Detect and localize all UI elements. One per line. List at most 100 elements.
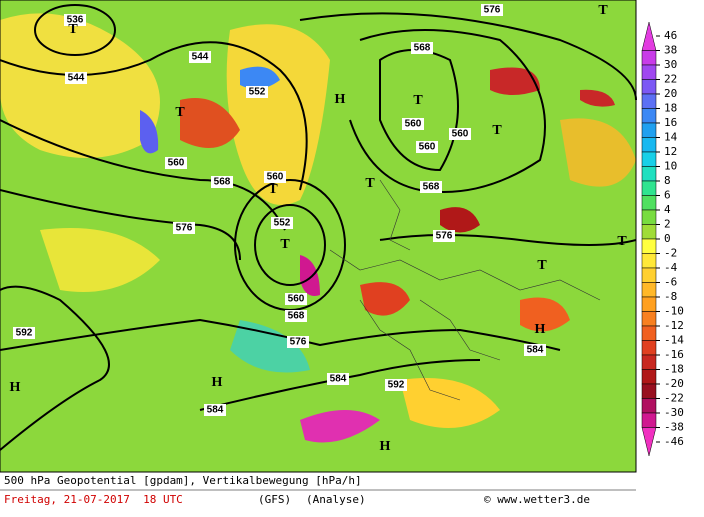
pressure-center: T — [413, 93, 423, 108]
pressure-center: T — [598, 3, 608, 18]
colorbar-label: -8 — [664, 290, 677, 303]
contour-label-bg — [64, 14, 86, 26]
colorbar-segment — [641, 224, 657, 240]
footer-date: Freitag, 21-07-2017 18 UTC — [4, 493, 183, 506]
contours — [0, 4, 637, 451]
contour-label-bg — [416, 141, 438, 153]
colorbar-label: 12 — [664, 145, 677, 158]
contour-label: 592 — [388, 380, 405, 391]
contour-label-bg — [13, 327, 35, 339]
contour-label: 584 — [207, 405, 224, 416]
colorbar-segment — [641, 122, 657, 138]
contour-label-bg — [173, 222, 195, 234]
colorbar-label: -16 — [664, 348, 684, 361]
contour-label-bg — [385, 379, 407, 391]
contour-label-bg — [481, 4, 503, 16]
contour-label: 544 — [192, 52, 209, 63]
contour-label-bg — [271, 217, 293, 229]
colorbar-segment — [641, 238, 657, 254]
contour-label: 552 — [249, 87, 266, 98]
colorbar-segment — [641, 50, 657, 66]
footer-copyright: © www.wetter3.de — [484, 493, 590, 506]
contour-label: 560 — [168, 158, 185, 169]
pressure-center: H — [335, 92, 346, 107]
contour-label-bg — [420, 181, 442, 193]
colorbar-segment — [641, 383, 657, 399]
contour-label-bg — [246, 86, 268, 98]
contour-label-bg — [285, 310, 307, 322]
colorbar-segment — [641, 282, 657, 298]
contour-label: 568 — [423, 182, 440, 193]
pressure-center: T — [537, 258, 547, 273]
colorbar-label: -38 — [664, 421, 684, 434]
colorbar-segment — [641, 137, 657, 153]
colorbar-segment — [641, 209, 657, 225]
pressure-center: H — [212, 375, 223, 390]
contour-label: 568 — [414, 43, 431, 54]
pressure-center: T — [280, 237, 290, 252]
colorbar-label: -18 — [664, 363, 684, 376]
colorbar-label: 22 — [664, 73, 677, 86]
colorbar-label: -6 — [664, 276, 677, 289]
pressure-center: T — [617, 234, 627, 249]
colorbar-label: 18 — [664, 102, 677, 115]
colorbar-label: 20 — [664, 87, 677, 100]
colorbar-segment — [641, 79, 657, 95]
colorbar-label: 0 — [664, 232, 671, 245]
contour-label-bg — [65, 72, 87, 84]
contour-label-bg — [327, 373, 349, 385]
contour-label: 560 — [405, 119, 422, 130]
colorbar-segment — [641, 412, 657, 428]
contour-label-bg — [287, 336, 309, 348]
contour-label: 584 — [527, 345, 544, 356]
footer-title: 500 hPa Geopotential [gpdam], Vertikalbe… — [4, 474, 362, 487]
contour-label: 568 — [288, 311, 305, 322]
colorbar-segment — [641, 108, 657, 124]
contour-label: 544 — [68, 73, 85, 84]
contour-label: 536 — [67, 15, 84, 26]
colorbar-label: 30 — [664, 58, 677, 71]
colorbar-label: -12 — [664, 319, 684, 332]
pressure-center: H — [380, 439, 391, 454]
colorbar-label: -30 — [664, 406, 684, 419]
contour-label-bg — [524, 344, 546, 356]
contour-label-bg — [402, 118, 424, 130]
contour-label: 576 — [290, 337, 307, 348]
contour-label-bg — [264, 171, 286, 183]
contour-label: 568 — [214, 177, 231, 188]
colorbar-segment — [641, 195, 657, 211]
colorbar-segment — [641, 354, 657, 370]
colorbar-segment — [641, 151, 657, 167]
contour-label-bg — [411, 42, 433, 54]
colorbar-label: 6 — [664, 189, 671, 202]
colorbar-label: 14 — [664, 131, 678, 144]
colorbar-segment — [641, 325, 657, 341]
colorbar-label: -46 — [664, 435, 684, 448]
contour-label: 576 — [484, 5, 501, 16]
map-field — [0, 0, 636, 472]
colorbar-segment — [641, 64, 657, 80]
borders — [329, 179, 601, 401]
pressure-center: T — [365, 176, 375, 191]
colorbar-label: -20 — [664, 377, 684, 390]
pressure-center: T — [68, 22, 78, 37]
pressure-center: T — [492, 123, 502, 138]
contour-label-bg — [449, 128, 471, 140]
contour-label: 560 — [452, 129, 469, 140]
colorbar-label: 4 — [664, 203, 671, 216]
footer-run: (Analyse) — [306, 493, 366, 506]
contour-label: 584 — [330, 374, 347, 385]
pressure-center: T — [268, 182, 278, 197]
colorbar-label: 16 — [664, 116, 677, 129]
contour-label: 576 — [176, 223, 193, 234]
colorbar-label: -10 — [664, 305, 684, 318]
pressure-center: H — [10, 380, 21, 395]
colorbar-segment — [641, 340, 657, 356]
contour-label: 592 — [16, 328, 33, 339]
contour-label: 560 — [267, 172, 284, 183]
colorbar-label: 2 — [664, 218, 671, 231]
contour-label-bg — [433, 230, 455, 242]
colorbar-segment — [641, 93, 657, 109]
colorbar-segment — [641, 296, 657, 312]
